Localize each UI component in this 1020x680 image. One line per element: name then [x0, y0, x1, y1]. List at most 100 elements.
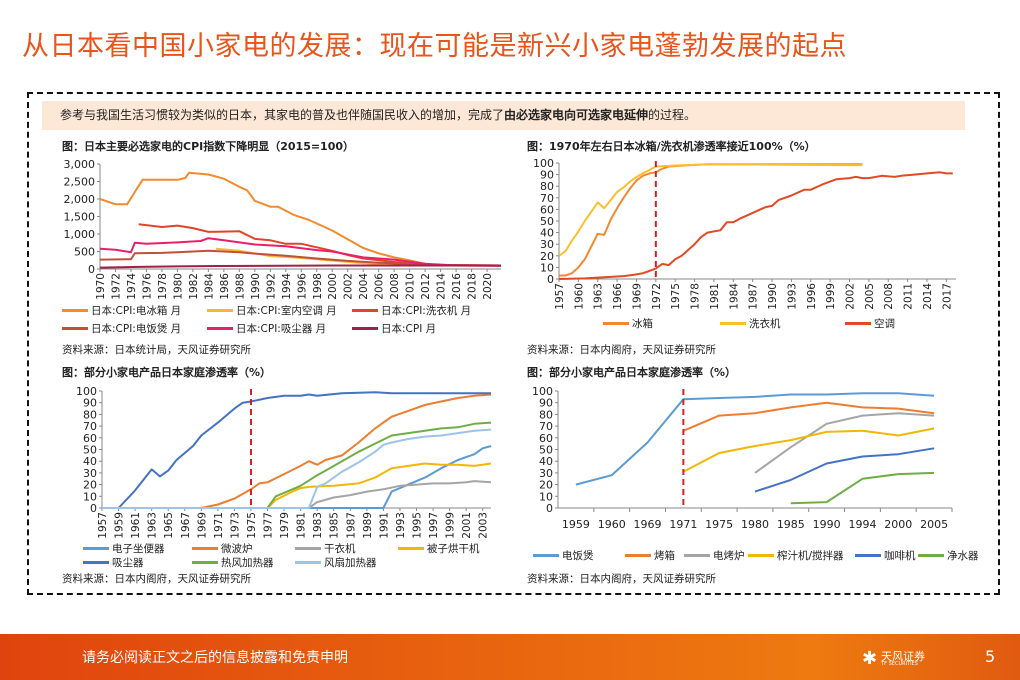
x-tick-label: 1976	[141, 273, 153, 300]
x-tick-label: 1984	[728, 283, 740, 310]
legend-label: 净水器	[947, 550, 979, 562]
series-line-1	[575, 392, 935, 486]
highlight-bold-text: 由必选家电向可选家电延伸	[504, 108, 649, 122]
series-line-6	[99, 264, 501, 269]
x-tick-label: 1989	[362, 512, 374, 539]
chart1-source: 资料来源：日本统计局，天风证券研究所	[62, 344, 251, 356]
legend-item: 风扇加热器	[295, 555, 377, 570]
x-tick-label: 1987	[748, 283, 760, 310]
legend-label: 空调	[874, 318, 895, 330]
highlight-text: 参考与我国生活习惯较为类似的日本，其家电的普及也伴随国民收入的增加，完成了	[60, 108, 505, 122]
legend-label: 电饭煲	[562, 550, 594, 562]
y-tick-label: 10	[540, 261, 554, 274]
x-tick-label: 2010	[405, 273, 417, 300]
x-tick-label: 1993	[786, 283, 798, 310]
x-tick-label: 1985	[329, 512, 341, 539]
x-tick-label: 1990	[813, 518, 841, 531]
x-tick-label: 2003	[478, 512, 490, 539]
legend-item: 干衣机	[295, 541, 356, 556]
legend-label: 冰箱	[632, 318, 653, 330]
x-tick-label: 1971	[213, 512, 225, 539]
highlight-tail: 的过程。	[648, 108, 697, 122]
legend-swatch	[855, 554, 881, 557]
legend-item: 日本:CPI:室内空调 月	[207, 303, 337, 318]
x-tick-label: 1993	[395, 512, 407, 539]
legend-item: 日本:CPI:吸尘器 月	[207, 321, 326, 336]
series-line-4	[102, 462, 492, 509]
y-tick-label: 0	[547, 273, 554, 286]
legend-swatch	[62, 327, 88, 330]
x-tick-label: 1994	[848, 518, 876, 531]
x-tick-label: 1999	[825, 283, 837, 310]
x-tick-label: 1992	[265, 273, 277, 300]
series-line-1	[102, 445, 492, 509]
legend-label: 咖啡机	[884, 550, 916, 562]
x-tick-label: 1984	[203, 273, 215, 300]
series-line-5	[99, 237, 502, 267]
chart3-source: 资料来源：日本内阁府，天风证券研究所	[62, 573, 251, 585]
y-tick-label: 2,500	[64, 176, 96, 189]
legend-label: 风扇加热器	[324, 557, 377, 569]
y-tick-label: 20	[539, 479, 553, 492]
x-tick-label: 1994	[281, 273, 293, 300]
x-tick-label: 1979	[279, 512, 291, 539]
page-number: 5	[985, 647, 996, 666]
series-line-7	[102, 428, 492, 509]
y-tick-label: 90	[83, 397, 97, 410]
x-tick-label: 1990	[250, 273, 262, 300]
y-tick-label: 70	[540, 192, 554, 205]
y-tick-label: 100	[76, 385, 97, 398]
x-tick-label: 1973	[229, 512, 241, 539]
slide-title: 从日本看中国小家电的发展：现在可能是新兴小家电蓬勃发展的起点	[22, 31, 847, 62]
legend-swatch	[207, 327, 233, 330]
x-tick-label: 1960	[598, 518, 626, 531]
x-tick-label: 1961	[130, 512, 142, 539]
legend-item: 吸尘器	[83, 555, 144, 570]
x-tick-label: 1981	[709, 283, 721, 310]
legend-item: 微波炉	[192, 541, 253, 556]
x-tick-label: 2005	[864, 283, 876, 310]
chart2-title: 图：1970年左右日本冰箱/洗衣机渗透率接近100%（%）	[527, 140, 816, 153]
series-line-4	[99, 249, 502, 267]
legend-label: 烤箱	[654, 550, 675, 562]
y-tick-label: 3,000	[64, 158, 96, 171]
x-tick-label: 1972	[651, 283, 663, 310]
y-tick-label: 1,500	[64, 211, 96, 224]
x-tick-label: 2002	[343, 273, 355, 300]
series-line-6	[790, 471, 935, 505]
y-tick-label: 90	[539, 397, 553, 410]
x-tick-label: 1963	[593, 283, 605, 310]
y-tick-label: 100	[533, 157, 554, 170]
x-tick-label: 2005	[920, 518, 948, 531]
x-tick-label: 1981	[296, 512, 308, 539]
legend-swatch	[625, 554, 651, 557]
y-tick-label: 30	[540, 238, 554, 251]
x-tick-label: 2014	[436, 273, 448, 300]
y-tick-label: 50	[539, 444, 553, 457]
series-line-3	[754, 412, 935, 474]
x-tick-label: 1999	[445, 512, 457, 539]
x-tick-label: 1969	[631, 283, 643, 310]
legend-label: 吸尘器	[112, 557, 144, 569]
legend-item: 净水器	[918, 548, 979, 563]
legend-item: 日本:CPI:电饭煲 月	[62, 321, 181, 336]
x-tick-label: 1971	[669, 518, 697, 531]
x-tick-label: 2002	[844, 283, 856, 310]
legend-label: 被子烘干机	[427, 543, 480, 555]
legend-label: 日本:CPI:吸尘器 月	[236, 323, 327, 335]
chart1-title: 图：日本主要必选家电的CPI指数下降明显（2015=100）	[62, 140, 355, 153]
x-tick-label: 1957	[554, 283, 566, 310]
x-tick-label: 1975	[705, 518, 733, 531]
legend-swatch	[845, 322, 871, 325]
y-tick-label: 500	[74, 246, 95, 259]
legend-swatch	[192, 561, 218, 564]
x-tick-label: 2000	[884, 518, 912, 531]
series-line-5	[754, 447, 935, 493]
logo-text: 天风证券	[881, 649, 926, 663]
x-tick-label: 2008	[389, 273, 401, 300]
x-tick-label: 2012	[420, 273, 432, 300]
x-tick-label: 1985	[777, 518, 805, 531]
series-line-3	[558, 171, 953, 280]
chart4-title: 图：部分小家电产品日本家庭渗透率（%）	[527, 366, 737, 379]
